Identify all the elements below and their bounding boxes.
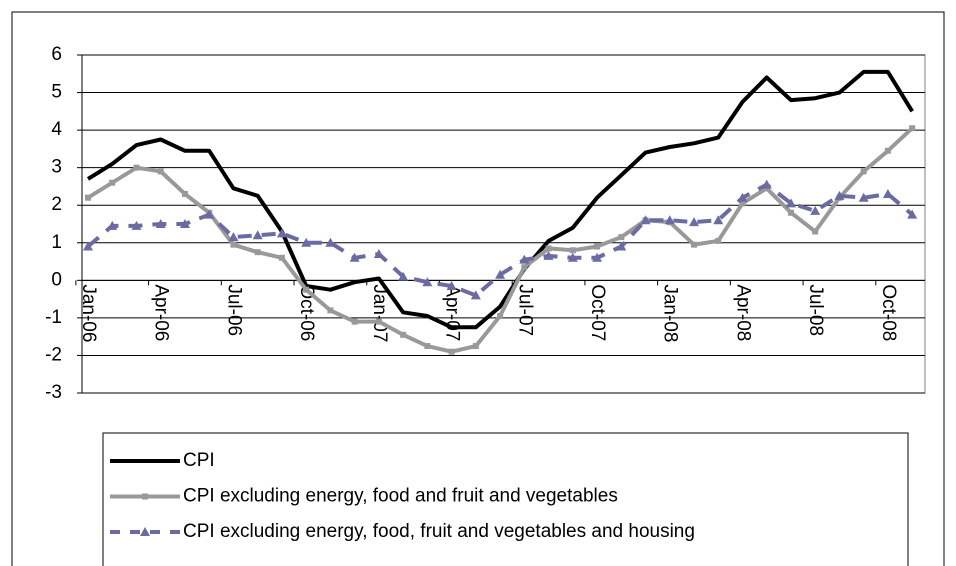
data-point <box>133 164 140 171</box>
data-point <box>594 243 601 250</box>
data-point <box>230 241 237 248</box>
legend-label: CPI excluding energy, food and fruit and… <box>183 486 618 507</box>
y-tick-label: -2 <box>45 344 62 365</box>
data-point <box>739 200 746 207</box>
data-point <box>592 252 603 262</box>
data-point <box>761 179 772 189</box>
data-point <box>301 237 312 247</box>
data-point <box>349 252 360 262</box>
x-tick-label: Apr-08 <box>732 284 753 341</box>
legend-marker <box>140 527 150 536</box>
data-point <box>424 343 431 350</box>
data-point <box>909 125 916 132</box>
data-point <box>373 249 384 259</box>
data-point <box>375 318 382 325</box>
x-tick-label: Jul-07 <box>514 284 535 336</box>
data-point <box>785 198 796 208</box>
data-point <box>400 331 407 338</box>
data-point <box>351 318 358 325</box>
data-point <box>664 215 675 225</box>
y-tick-label: 5 <box>51 82 62 103</box>
legend-label: CPI <box>183 450 215 471</box>
data-point <box>713 215 724 225</box>
data-point <box>278 254 285 261</box>
y-tick-label: 6 <box>51 44 62 65</box>
data-point <box>495 269 506 279</box>
data-point <box>497 313 504 320</box>
data-point <box>521 264 528 271</box>
data-point <box>398 271 409 281</box>
chart-border <box>11 11 945 566</box>
data-point <box>446 280 457 290</box>
data-point <box>810 205 821 215</box>
data-point <box>204 209 215 219</box>
data-point <box>715 237 722 244</box>
data-point <box>422 277 433 287</box>
data-point <box>327 307 334 314</box>
data-point <box>737 192 748 202</box>
x-tick-label: Apr-06 <box>151 284 172 341</box>
y-tick-label: -3 <box>45 382 62 403</box>
x-tick-label: Jul-06 <box>223 284 244 336</box>
y-tick-label: -1 <box>45 307 62 328</box>
data-point <box>181 190 188 197</box>
data-point <box>787 209 794 216</box>
data-point <box>545 245 552 252</box>
x-tick-label: Jan-06 <box>78 284 99 342</box>
data-point <box>519 254 530 264</box>
data-point <box>131 220 142 230</box>
x-tick-label: Oct-06 <box>296 284 317 341</box>
data-point <box>616 241 627 251</box>
y-tick-label: 3 <box>51 157 62 178</box>
legend-marker <box>142 493 148 500</box>
data-point <box>569 247 576 254</box>
data-point <box>860 168 867 175</box>
y-tick-label: 2 <box>51 194 62 215</box>
data-point <box>325 237 336 247</box>
data-point <box>543 250 554 260</box>
legend-box <box>102 432 909 566</box>
data-point <box>812 228 819 235</box>
data-point <box>884 147 891 154</box>
data-point <box>228 232 239 242</box>
data-point <box>179 219 190 228</box>
data-point <box>155 219 166 228</box>
x-tick-label: Jan-08 <box>660 284 681 342</box>
data-point <box>472 343 479 350</box>
data-point <box>448 348 455 355</box>
data-point <box>907 209 918 219</box>
data-point <box>834 190 845 200</box>
x-tick-label: Apr-07 <box>442 284 463 341</box>
data-point <box>691 241 697 248</box>
data-point <box>303 286 310 293</box>
data-point <box>276 228 287 238</box>
series-line <box>86 69 914 330</box>
data-point <box>567 252 578 262</box>
data-point <box>618 234 625 241</box>
data-point <box>157 168 164 175</box>
legend-label: CPI excluding energy, food, fruit and ve… <box>183 521 695 542</box>
data-point <box>882 188 893 198</box>
plot-area <box>81 54 926 394</box>
data-point <box>109 179 116 186</box>
series-line <box>86 182 914 298</box>
x-tick-label: Oct-08 <box>878 284 899 341</box>
data-point <box>689 217 699 227</box>
data-point <box>858 192 869 202</box>
x-tick-label: Oct-07 <box>587 284 608 341</box>
data-point <box>254 249 261 256</box>
data-point <box>252 230 263 240</box>
x-tick-label: Jan-07 <box>369 284 390 342</box>
y-tick-label: 1 <box>51 232 62 253</box>
data-point <box>470 290 481 300</box>
data-point <box>640 215 651 225</box>
y-tick-label: 4 <box>51 119 62 140</box>
data-point <box>83 241 93 251</box>
data-point <box>85 194 91 201</box>
data-point <box>107 220 118 230</box>
y-tick-label: 0 <box>51 269 62 290</box>
x-tick-label: Jul-08 <box>805 284 826 336</box>
